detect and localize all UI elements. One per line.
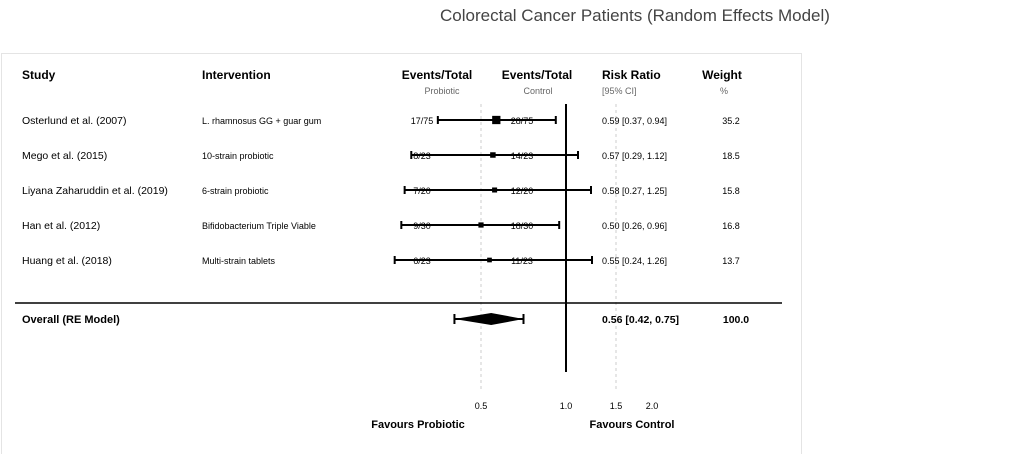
header-events-probiotic-sub: Probiotic xyxy=(424,86,460,96)
risk-ratio-value: 0.58 [0.27, 1.25] xyxy=(602,186,667,196)
overall-weight: 100.0 xyxy=(723,314,749,326)
chart-panel xyxy=(1,53,802,454)
x-axis: 0.5 1.0 1.5 2.0 xyxy=(475,401,659,411)
risk-ratio-value: 0.55 [0.24, 1.26] xyxy=(602,256,667,266)
study-name: Mego et al. (2015) xyxy=(22,150,107,162)
risk-ratio-value: 0.59 [0.37, 0.94] xyxy=(602,116,667,126)
point-estimate xyxy=(490,152,496,158)
point-estimate xyxy=(487,257,492,263)
header-events-control-sub: Control xyxy=(523,86,552,96)
overall-diamond xyxy=(454,313,524,325)
point-estimate xyxy=(492,187,498,193)
study-row: Osterlund et al. (2007) L. rhamnosus GG +… xyxy=(22,115,740,127)
point-estimate xyxy=(478,222,484,228)
study-rows: Osterlund et al. (2007) L. rhamnosus GG +… xyxy=(22,115,740,267)
chart-title: Colorectal Cancer Patients (Random Effec… xyxy=(440,6,830,25)
header-risk-ratio: Risk Ratio xyxy=(602,68,661,82)
x-tick-label: 0.5 xyxy=(475,401,488,411)
study-row: Mego et al. (2015)10-strain probiotic8/2… xyxy=(22,150,740,162)
x-tick-label: 1.5 xyxy=(610,401,623,411)
overall-risk-ratio: 0.56 [0.42, 0.75] xyxy=(602,314,679,326)
study-name: Liyana Zaharuddin et al. (2019) xyxy=(22,185,168,197)
header-events-control: Events/Total xyxy=(502,68,572,82)
header-weight: Weight xyxy=(702,68,742,82)
study-intervention: Bifidobacterium Triple Viable xyxy=(202,221,316,231)
risk-ratio-value: 0.50 [0.26, 0.96] xyxy=(602,221,667,231)
header-study: Study xyxy=(22,68,56,82)
weight-value: 13.7 xyxy=(722,256,740,266)
study-name: Huang et al. (2018) xyxy=(22,255,112,267)
weight-value: 18.5 xyxy=(722,151,740,161)
study-intervention: L. rhamnosus GG + guar gum xyxy=(202,116,321,126)
overall-label: Overall (RE Model) xyxy=(22,314,120,326)
x-tick-label: 2.0 xyxy=(646,401,659,411)
overall-row: Overall (RE Model) 0.56 [0.42, 0.75] 100.0 xyxy=(22,313,749,326)
weight-value: 35.2 xyxy=(722,116,740,126)
weight-value: 15.8 xyxy=(722,186,740,196)
study-intervention: 6-strain probiotic xyxy=(202,186,269,196)
study-intervention: 10-strain probiotic xyxy=(202,151,274,161)
header-weight-sub: % xyxy=(720,86,728,96)
favours-control-label: Favours Control xyxy=(590,419,675,431)
header-intervention: Intervention xyxy=(202,68,271,82)
weight-value: 16.8 xyxy=(722,221,740,231)
study-row: Liyana Zaharuddin et al. (2019) 6-strain … xyxy=(22,185,740,197)
grid-lines xyxy=(480,104,617,392)
events-probiotic: 17/75 xyxy=(411,116,434,126)
study-name: Han et al. (2012) xyxy=(22,220,100,232)
header-risk-ratio-sub: [95% CI] xyxy=(602,86,637,96)
header-events-probiotic: Events/Total xyxy=(402,68,472,82)
x-tick-label: 1.0 xyxy=(560,401,573,411)
favours-probiotic-label: Favours Probiotic xyxy=(371,419,465,431)
study-row: Han et al. (2012) Bifidobacterium Triple … xyxy=(22,220,740,232)
study-name: Osterlund et al. (2007) xyxy=(22,115,126,127)
point-estimate xyxy=(492,115,501,125)
study-intervention: Multi-strain tablets xyxy=(202,256,276,266)
study-row: Huang et al. (2018)Multi-strain tablets6… xyxy=(22,255,740,267)
risk-ratio-value: 0.57 [0.29, 1.12] xyxy=(602,151,667,161)
